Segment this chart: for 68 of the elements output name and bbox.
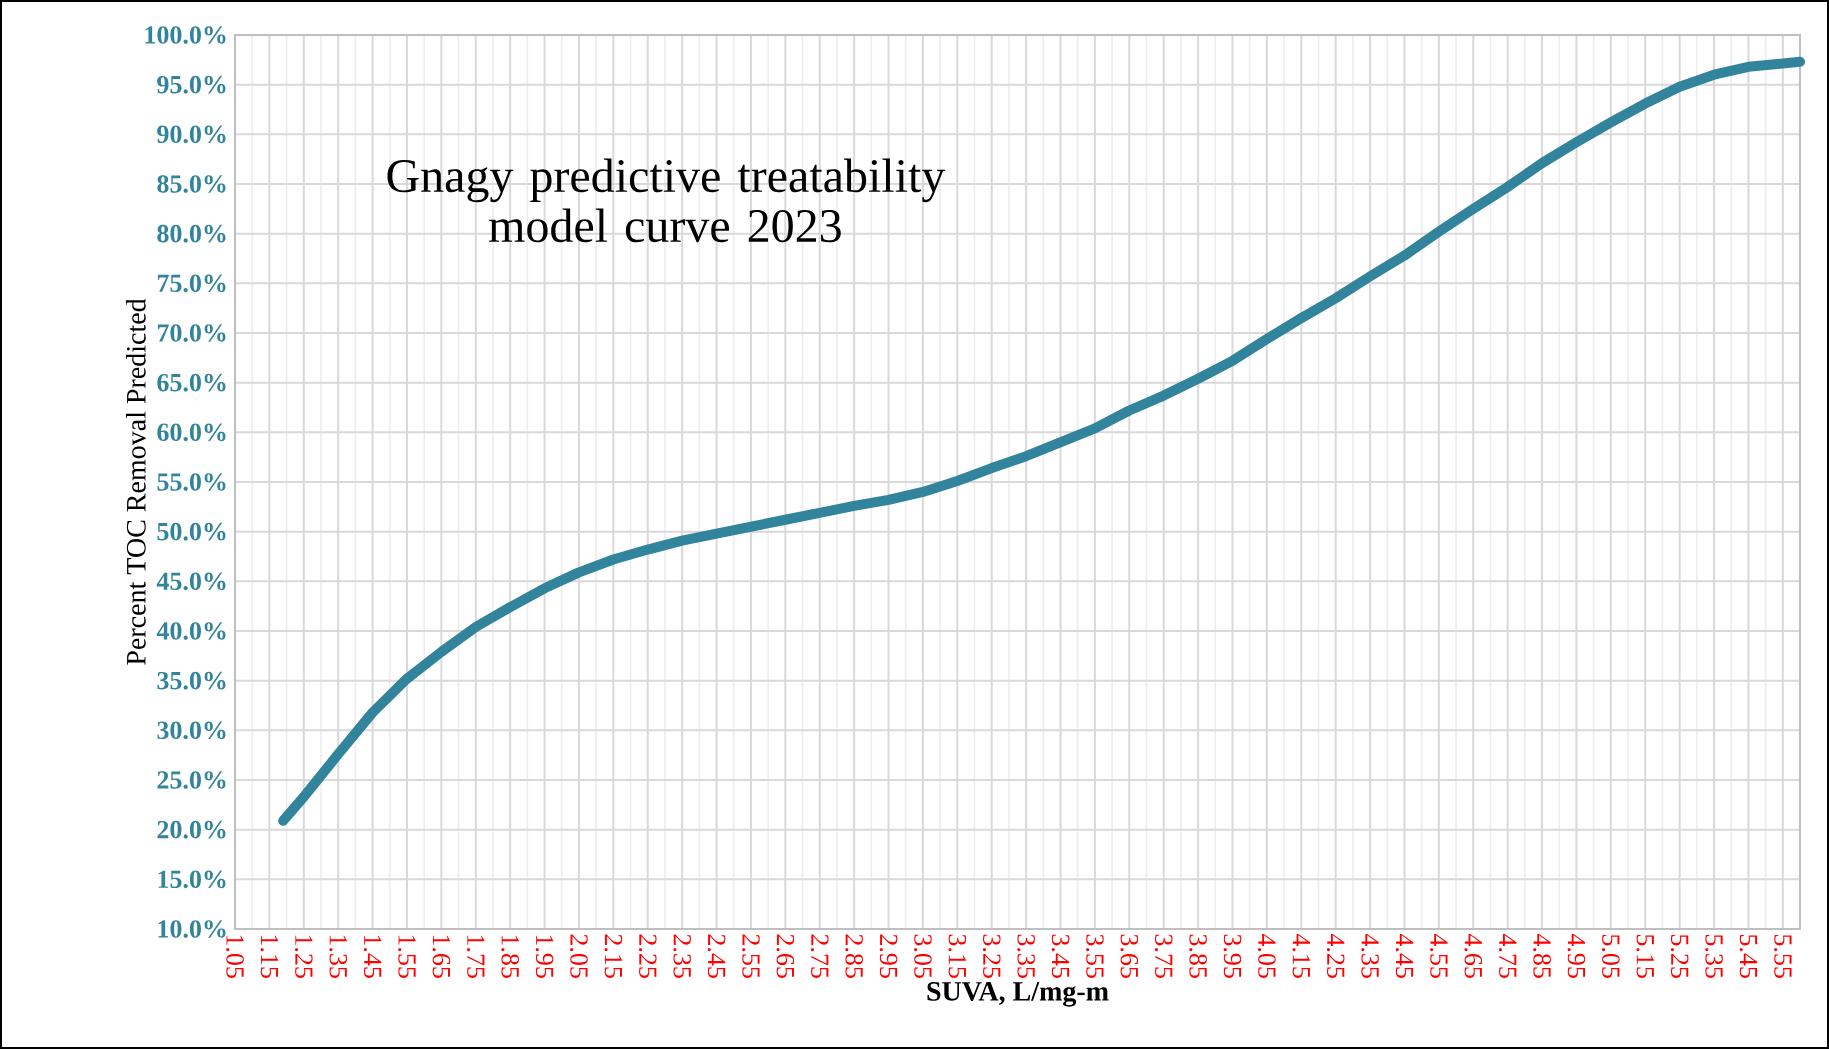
x-tick-label: 4.05: [1258, 933, 1276, 978]
x-tick-label: 3.55: [1086, 934, 1104, 978]
x-tick-label: 4.45: [1395, 933, 1414, 978]
x-tick-label: 3.85: [1189, 934, 1207, 978]
x-tick-label: 3.25: [982, 934, 1001, 978]
x-tick-label: 1.15: [260, 935, 279, 978]
x-tick-label: 5.15: [1636, 934, 1654, 978]
x-tick-label: 4.65: [1464, 933, 1483, 978]
y-tick-label: 10.0%: [158, 920, 226, 938]
x-tick-label: 2.85: [845, 934, 863, 978]
y-tick-label: 45.0%: [156, 572, 226, 591]
x-tick-label: 2.95: [879, 934, 898, 978]
x-tick-label: 5.55: [1774, 934, 1792, 978]
x-tick-label: 1.05: [226, 935, 244, 978]
x-tick-label: 1.45: [363, 935, 382, 978]
x-tick-label: 5.35: [1705, 934, 1723, 978]
x-tick-label: 2.55: [742, 934, 760, 978]
x-tick-label: 2.15: [604, 934, 623, 978]
x-tick-label: 4.55: [1430, 933, 1448, 978]
text: Gnagy predictive treatability model curve 2023: [387, 158, 946, 243]
x-tick-label: 2.75: [810, 934, 829, 978]
y-tick-label: 85.0%: [157, 175, 226, 193]
x-tick-label: 5.25: [1670, 934, 1689, 978]
x-tick-label: 1.25: [295, 935, 313, 978]
x-tick-label: 3.95: [1223, 934, 1242, 978]
x-tick-label: 2.25: [638, 934, 657, 978]
x-tick-label: 1.85: [501, 935, 519, 978]
x-tick-label: 5.05: [1602, 934, 1620, 978]
x-tick-label: 2.45: [707, 934, 726, 978]
x-tick-label: 2.65: [776, 934, 795, 978]
x-tick-label: 4.25: [1326, 933, 1345, 978]
y-tick-label: 30.0%: [157, 721, 226, 740]
y-tick-label: 95.0%: [157, 75, 226, 94]
x-tick-label: 1.95: [535, 935, 554, 978]
x-tick-label: 3.35: [1017, 934, 1035, 978]
y-tick-label: 20.0%: [157, 820, 226, 839]
y-tick-label: 25.0%: [157, 771, 226, 789]
y-tick-label: 50.0%: [157, 522, 226, 541]
x-tick-label: 4.85: [1533, 933, 1551, 978]
x-tick-label: 3.75: [1154, 934, 1173, 978]
x-axis-title: SUVA, L/mg-m: [927, 981, 1109, 1007]
x-tick-label: 4.75: [1498, 933, 1517, 978]
y-tick-label: 40.0%: [156, 622, 226, 640]
x-tick-label: 5.45: [1739, 934, 1758, 978]
y-axis-title: Percent TOC Removal Predicted: [125, 298, 146, 665]
x-tick-label: 4.95: [1567, 933, 1586, 978]
x-tick-label: 2.05: [570, 934, 588, 978]
x-tick-label: 3.45: [1051, 934, 1070, 978]
x-tick-label: 4.35: [1361, 933, 1379, 978]
y-tick-label: 100.0%: [145, 26, 226, 44]
x-tick-label: 3.65: [1120, 934, 1139, 978]
y-tick-label: 75.0%: [157, 274, 226, 293]
y-tick-label: 35.0%: [157, 671, 226, 690]
x-tick-label: 4.15: [1292, 933, 1311, 978]
x-tick-label: 3.15: [948, 934, 967, 978]
y-tick-label: 60.0%: [157, 423, 226, 442]
x-tick-label: 1.55: [398, 935, 416, 978]
x-tick-label: 1.65: [432, 935, 451, 978]
x-tick-label: 3.05: [914, 934, 932, 978]
x-tick-label: 1.35: [329, 935, 347, 978]
y-tick-label: 65.0%: [157, 373, 226, 392]
x-tick-label: 1.75: [467, 935, 485, 978]
y-tick-label: 55.0%: [157, 473, 226, 491]
y-tick-label: 15.0%: [158, 870, 226, 889]
y-tick-label: 70.0%: [157, 324, 226, 342]
y-tick-label: 80.0%: [157, 224, 226, 243]
x-tick-label: 2.35: [673, 934, 691, 978]
y-tick-label: 90.0%: [157, 125, 226, 144]
